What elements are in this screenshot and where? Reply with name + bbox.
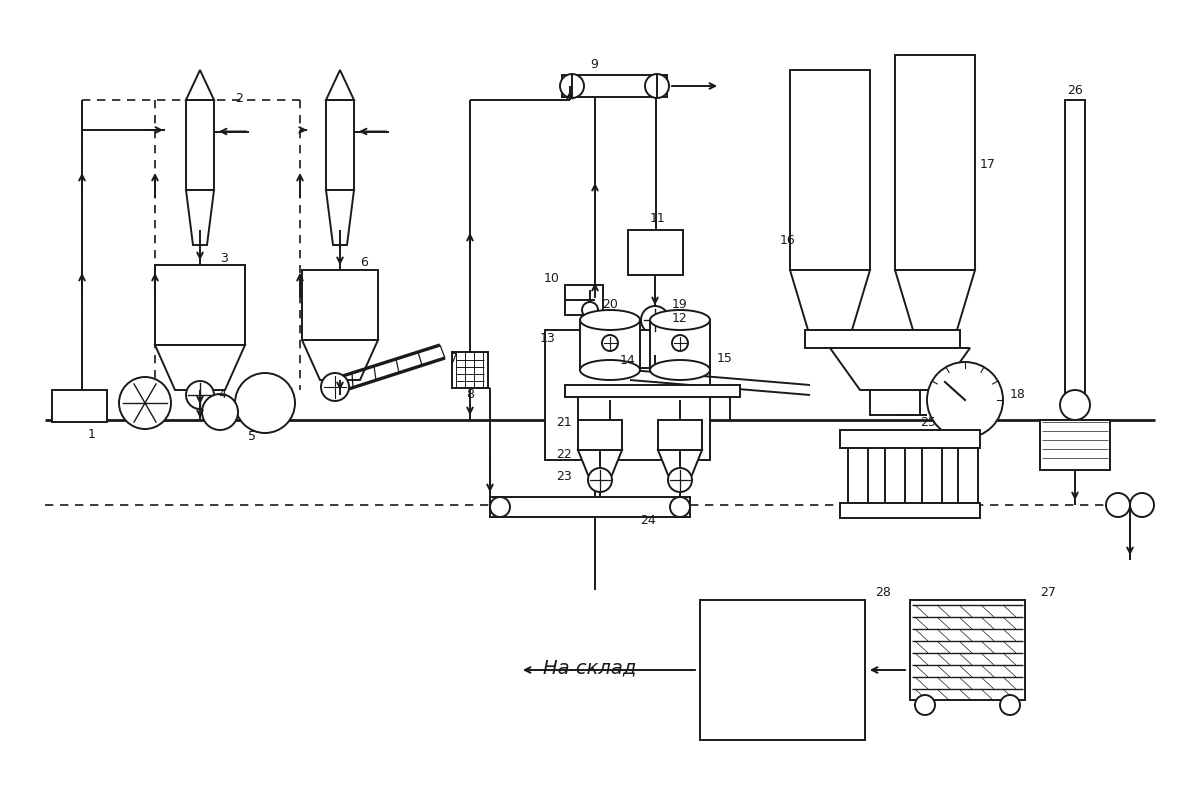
Bar — [1040, 420, 1110, 470]
Bar — [895, 55, 974, 270]
Bar — [840, 503, 980, 518]
Circle shape — [588, 468, 612, 492]
Bar — [658, 420, 702, 450]
Bar — [910, 600, 1025, 700]
Circle shape — [646, 74, 670, 98]
Text: 25: 25 — [920, 416, 936, 430]
Bar — [840, 430, 980, 448]
Polygon shape — [302, 340, 378, 380]
Bar — [565, 285, 604, 315]
Circle shape — [670, 497, 690, 517]
Text: 22: 22 — [557, 447, 572, 461]
Circle shape — [672, 335, 688, 351]
Polygon shape — [790, 270, 870, 330]
Polygon shape — [326, 70, 354, 100]
Circle shape — [560, 74, 584, 98]
Ellipse shape — [580, 310, 640, 330]
Text: 20: 20 — [602, 299, 618, 311]
Bar — [805, 330, 960, 348]
Text: 24: 24 — [640, 514, 655, 526]
Circle shape — [641, 306, 670, 334]
Circle shape — [202, 394, 238, 430]
Circle shape — [916, 695, 935, 715]
Circle shape — [582, 302, 598, 318]
Text: 13: 13 — [539, 332, 554, 344]
Text: 27: 27 — [1040, 585, 1056, 599]
Text: 19: 19 — [672, 299, 688, 311]
Text: 17: 17 — [980, 159, 996, 171]
Bar — [958, 448, 978, 503]
Text: 16: 16 — [779, 234, 796, 246]
Polygon shape — [326, 190, 354, 245]
Text: 18: 18 — [1010, 389, 1026, 401]
Text: 21: 21 — [557, 416, 572, 430]
Bar — [452, 352, 488, 388]
Bar — [186, 100, 214, 190]
Bar — [562, 75, 667, 97]
Bar — [302, 270, 378, 340]
Bar — [545, 330, 710, 460]
Text: 12: 12 — [672, 311, 688, 325]
Bar — [628, 230, 683, 275]
Bar — [565, 385, 740, 397]
Circle shape — [186, 381, 214, 409]
Text: 10: 10 — [544, 272, 560, 284]
Text: На склад: На склад — [544, 659, 637, 678]
Bar — [560, 340, 600, 385]
Polygon shape — [186, 190, 214, 245]
Circle shape — [668, 468, 692, 492]
Polygon shape — [658, 450, 702, 475]
Bar — [848, 448, 868, 503]
Polygon shape — [895, 270, 974, 330]
Text: 9: 9 — [590, 58, 598, 72]
Circle shape — [119, 377, 172, 429]
Bar — [1066, 100, 1085, 400]
Bar — [155, 265, 245, 345]
Circle shape — [322, 373, 349, 401]
Text: 15: 15 — [718, 352, 733, 364]
Circle shape — [235, 373, 295, 433]
Text: 26: 26 — [1067, 84, 1082, 96]
Text: 28: 28 — [875, 585, 890, 599]
Text: 14: 14 — [620, 353, 636, 367]
Polygon shape — [186, 70, 214, 100]
Bar — [922, 448, 942, 503]
Text: 6: 6 — [360, 255, 368, 269]
Polygon shape — [578, 450, 622, 475]
Bar — [326, 100, 354, 190]
Bar — [490, 497, 690, 517]
Text: 8: 8 — [466, 389, 474, 401]
Bar — [700, 600, 865, 740]
Text: 4: 4 — [218, 389, 226, 401]
Circle shape — [490, 497, 510, 517]
Text: 2: 2 — [235, 92, 242, 104]
Circle shape — [1060, 390, 1090, 420]
Circle shape — [1130, 493, 1154, 517]
Bar — [580, 320, 640, 370]
Polygon shape — [155, 345, 245, 390]
Text: 1: 1 — [88, 428, 96, 442]
Ellipse shape — [650, 310, 710, 330]
Ellipse shape — [650, 360, 710, 380]
Circle shape — [928, 362, 1003, 438]
Text: 5: 5 — [248, 430, 256, 442]
Ellipse shape — [580, 360, 640, 380]
Bar — [790, 70, 870, 270]
Bar — [870, 390, 920, 415]
Polygon shape — [830, 348, 970, 390]
Bar — [578, 420, 622, 450]
Text: 7: 7 — [450, 352, 458, 364]
Text: 11: 11 — [650, 212, 666, 224]
Bar — [886, 448, 905, 503]
Circle shape — [1106, 493, 1130, 517]
Circle shape — [602, 335, 618, 351]
Bar — [52, 390, 107, 422]
Circle shape — [1000, 695, 1020, 715]
Text: 3: 3 — [220, 251, 228, 265]
Bar — [650, 320, 710, 370]
Text: 23: 23 — [557, 471, 572, 483]
